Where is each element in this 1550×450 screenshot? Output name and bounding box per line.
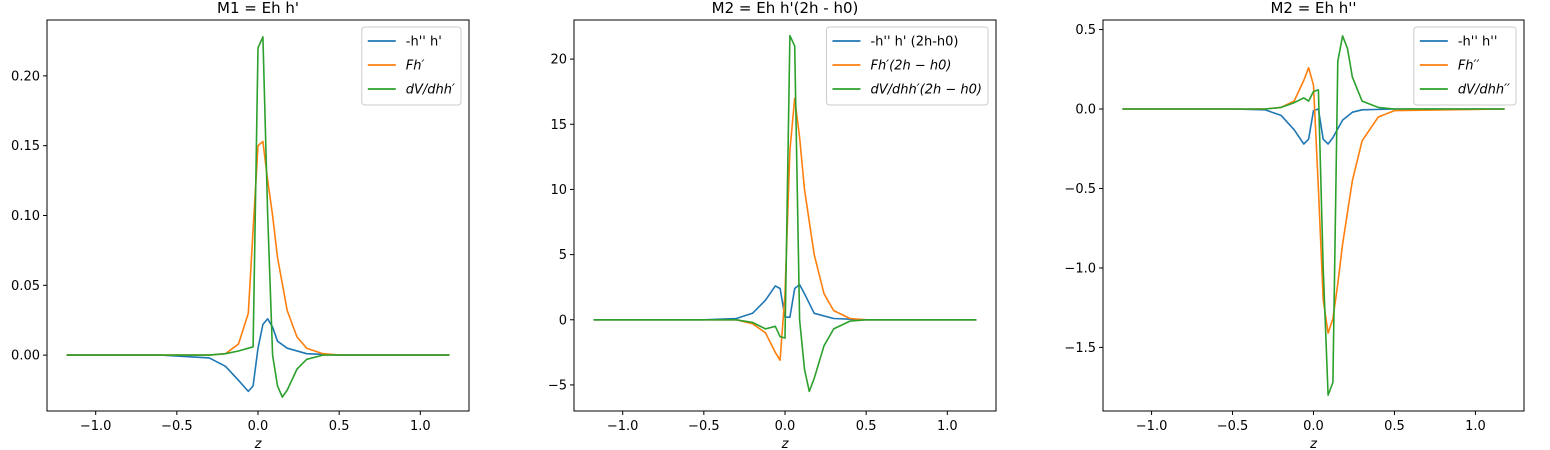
x-tick-label: 1.0 [410,419,431,434]
chart-panel-1: M1 = Eh h' −1.0 −0.5 0.0 0.5 1.0 0.00 0.05 0.10 0… [11,0,470,450]
legend-box [361,26,462,106]
series-line-3 [593,34,977,393]
series-line-1 [66,317,450,393]
y-tick-label: 10 [550,183,567,198]
legend-label: Fh′ [406,59,425,74]
y-tick-label: 0.00 [11,349,40,364]
y-tick-label: 0.10 [11,209,40,224]
x-axis-label: z [254,437,263,450]
series-line-2 [593,97,977,362]
x-tick-label: 0.5 [329,419,350,434]
chart-panel-2: M2 = Eh h'(2h - h0) −1.0 −0.5 0.0 0.5 1.0 −5 0 5… [548,0,997,450]
chart-title: M2 = Eh h'' [1270,0,1356,17]
legend-label: dV/dhh′ [406,83,455,98]
x-tick-label: −1.0 [607,419,639,434]
legend-label: -h'' h'' [1458,35,1498,50]
x-axis-label: z [1309,437,1318,450]
legend: -h'' h' Fh′ dV/dhh′ [361,26,462,106]
x-tick-label: −0.5 [161,419,193,434]
chart-panel-3: M2 = Eh h'' −1.0 −0.5 0.0 0.5 1.0 −1.5 −1.0 −0.5… [1064,0,1525,450]
legend-box [1413,26,1517,106]
legend-label: dV/dhh′′ [1458,83,1510,98]
legend-label: -h'' h' (2h-h0) [870,35,958,50]
legend-label: -h'' h' [406,35,442,50]
series-line-2 [66,140,450,356]
y-tick-label: 0.5 [1075,23,1096,38]
legend: -h'' h'' Fh′′ dV/dhh′′ [1413,26,1517,106]
y-tick-label: 0.0 [1075,103,1096,118]
legend: -h'' h' (2h-h0) Fh′(2h − h0) dV/dhh′(2h − … [825,26,989,106]
x-tick-label: 1.0 [937,419,958,434]
y-tick-label: −1.5 [1064,341,1096,356]
y-tick-label: −5 [548,378,567,393]
chart-title: M2 = Eh h'(2h - h0) [712,0,859,17]
series-line-2 [1122,66,1505,334]
legend-label: dV/dhh′(2h − h0) [870,83,982,98]
y-tick-label: 0.15 [11,139,40,154]
series-line-3 [1122,35,1505,396]
legend-label: Fh′(2h − h0) [870,59,951,74]
series-line-1 [1122,108,1505,145]
legend-label: Fh′′ [1458,59,1480,74]
y-tick-label: 0 [559,313,567,328]
x-tick-label: −0.5 [1217,419,1249,434]
y-tick-label: 0.05 [11,279,40,294]
series-line-3 [66,35,450,398]
x-tick-label: 0.5 [856,419,877,434]
legend-box [825,26,989,106]
y-tick-label: 15 [550,118,567,133]
x-tick-label: 0.5 [1384,419,1405,434]
y-tick-label: −0.5 [1064,182,1096,197]
chart-title: M1 = Eh h' [217,0,299,17]
x-tick-label: 1.0 [1465,419,1486,434]
y-tick-label: −1.0 [1064,261,1096,276]
x-tick-label: −1.0 [1136,419,1168,434]
x-tick-label: 0.0 [1303,419,1324,434]
x-tick-label: 0.0 [248,419,269,434]
y-tick-label: 5 [559,248,567,263]
x-axis-label: z [781,437,790,450]
y-tick-label: 20 [550,53,567,68]
y-tick-label: 0.20 [11,69,40,84]
x-tick-label: 0.0 [775,419,796,434]
x-tick-label: −0.5 [688,419,720,434]
x-tick-label: −1.0 [80,419,112,434]
series-line-1 [593,283,977,321]
